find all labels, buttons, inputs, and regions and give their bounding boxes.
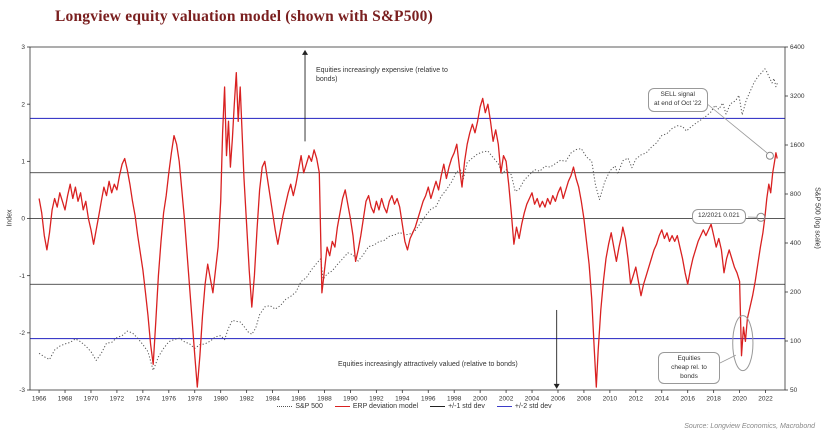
chart-legend: S&P 500 ERP deviation model +/-1 std dev…: [0, 403, 829, 410]
svg-text:1974: 1974: [136, 396, 151, 403]
svg-text:2010: 2010: [603, 396, 618, 403]
sell-signal-line2: at end of Oct '22: [654, 99, 702, 107]
svg-text:2000: 2000: [473, 396, 488, 403]
svg-text:-2: -2: [19, 330, 25, 337]
svg-text:1996: 1996: [421, 396, 436, 403]
annotation-cheap: Equities increasingly attractively value…: [338, 361, 518, 368]
svg-text:2016: 2016: [680, 396, 695, 403]
svg-text:1968: 1968: [58, 396, 73, 403]
svg-text:2014: 2014: [655, 396, 670, 403]
dotted-line-icon: [277, 406, 293, 407]
right-axis-title: S&P 500 (log scale): [813, 187, 821, 249]
red-line-icon: [334, 406, 350, 407]
source-note: Source: Longview Economics, Macrobond: [684, 423, 815, 430]
svg-text:3: 3: [21, 44, 25, 51]
svg-text:2018: 2018: [706, 396, 721, 403]
svg-text:1982: 1982: [239, 396, 254, 403]
legend-label: ERP deviation model: [352, 403, 419, 410]
svg-text:3200: 3200: [790, 93, 805, 100]
legend-item-std2: +/-2 std dev: [496, 403, 552, 410]
legend-item-std1: +/-1 std dev: [430, 403, 485, 410]
legend-label: +/-2 std dev: [514, 403, 552, 410]
svg-text:1: 1: [21, 159, 25, 166]
svg-text:2020: 2020: [732, 396, 747, 403]
legend-item-erp: ERP deviation model: [334, 403, 419, 410]
svg-text:200: 200: [790, 289, 801, 296]
chart-title: Longview equity valuation model (shown w…: [55, 8, 433, 25]
svg-text:2006: 2006: [551, 396, 566, 403]
sell-signal-callout: SELL signal at end of Oct '22: [648, 88, 708, 112]
svg-text:1998: 1998: [447, 396, 462, 403]
equities-cheap-line1: Equities: [677, 355, 701, 362]
svg-text:1994: 1994: [395, 396, 410, 403]
svg-text:2002: 2002: [499, 396, 514, 403]
svg-text:1978: 1978: [188, 396, 203, 403]
svg-text:1972: 1972: [110, 396, 125, 403]
svg-text:2022: 2022: [758, 396, 773, 403]
svg-text:1984: 1984: [265, 396, 280, 403]
legend-item-sp500: S&P 500: [277, 403, 323, 410]
black-line-icon: [430, 406, 446, 407]
svg-text:1966: 1966: [32, 396, 47, 403]
svg-text:2004: 2004: [525, 396, 540, 403]
blue-line-icon: [496, 406, 512, 407]
legend-label: S&P 500: [295, 403, 323, 410]
equities-cheap-callout: Equities cheap rel. to bonds: [658, 352, 720, 385]
left-axis-title: Index: [6, 209, 14, 227]
svg-text:1986: 1986: [291, 396, 306, 403]
svg-text:2008: 2008: [577, 396, 592, 403]
svg-text:6400: 6400: [790, 44, 805, 51]
annotation-expensive: Equities increasingly expensive (relativ…: [316, 67, 448, 84]
svg-text:50: 50: [790, 387, 798, 394]
svg-text:2: 2: [21, 101, 25, 108]
equities-cheap-line2: cheap rel. to bonds: [671, 363, 707, 380]
dec2021-callout: 12/2021 0.021: [692, 209, 746, 224]
legend-label: +/-1 std dev: [448, 403, 485, 410]
sell-signal-line1: SELL signal: [660, 91, 695, 98]
svg-text:1988: 1988: [317, 396, 332, 403]
svg-text:800: 800: [790, 191, 801, 198]
svg-text:1992: 1992: [369, 396, 384, 403]
svg-text:400: 400: [790, 240, 801, 247]
svg-text:100: 100: [790, 338, 801, 345]
svg-text:1980: 1980: [213, 396, 228, 403]
svg-text:1600: 1600: [790, 142, 805, 149]
svg-text:1990: 1990: [343, 396, 358, 403]
svg-text:1970: 1970: [84, 396, 99, 403]
svg-text:1976: 1976: [162, 396, 177, 403]
svg-text:0: 0: [21, 216, 25, 223]
svg-text:-3: -3: [19, 387, 25, 394]
svg-text:-1: -1: [19, 273, 25, 280]
svg-text:2012: 2012: [629, 396, 644, 403]
